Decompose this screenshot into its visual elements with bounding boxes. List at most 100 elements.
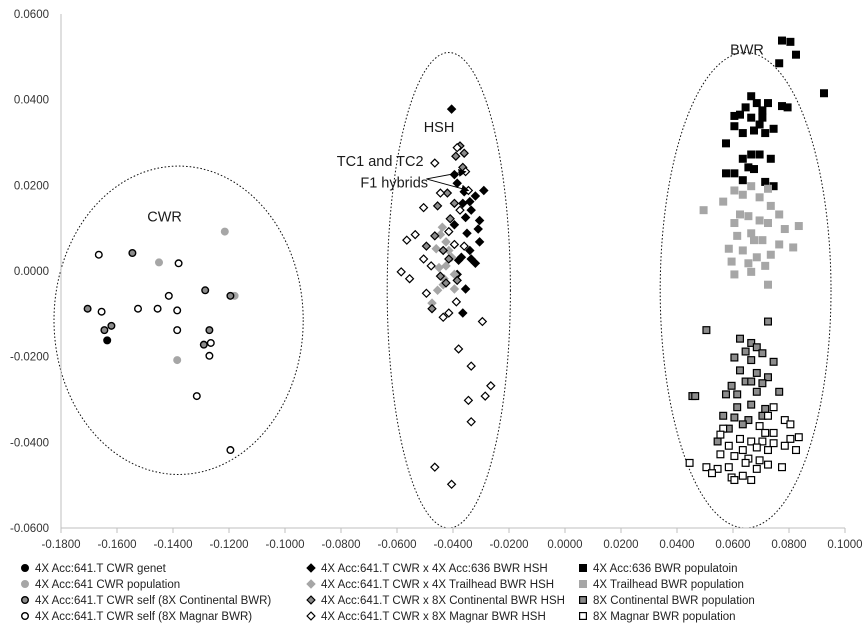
legend-marker xyxy=(578,595,587,604)
data-point xyxy=(226,291,235,300)
data-point xyxy=(97,307,106,316)
data-point xyxy=(747,182,756,191)
data-point xyxy=(769,403,778,412)
data-point xyxy=(747,356,756,365)
data-points xyxy=(83,36,828,490)
data-point xyxy=(755,216,764,225)
x-tick-label: -0.1800 xyxy=(41,539,80,551)
data-point xyxy=(758,236,767,245)
data-point xyxy=(474,215,485,226)
data-point xyxy=(791,446,800,455)
annotation-label: TC1 and TC2 xyxy=(337,154,424,170)
data-point xyxy=(775,59,784,68)
data-point xyxy=(154,258,163,267)
legend-marker xyxy=(578,563,587,572)
data-point xyxy=(775,387,784,396)
legend-item: 4X Acc:641.T CWR x 4X Acc:636 BWR HSH xyxy=(306,563,548,575)
y-tick-label: -0.0200 xyxy=(10,352,49,364)
legend-item: 4X Acc:641.T CWR x 8X Continental BWR HS… xyxy=(306,595,565,607)
data-point xyxy=(702,463,711,472)
data-point xyxy=(752,343,761,352)
data-point xyxy=(463,395,474,406)
data-point xyxy=(786,420,795,429)
annotation-label: F1 hybrids xyxy=(360,175,428,191)
annotations: CWR HSH BWR TC1 and TC2 F1 hybrids xyxy=(147,43,764,226)
legend-item: 8X Magnar BWR population xyxy=(578,611,736,623)
x-tick-label: 0.1000 xyxy=(827,539,862,551)
data-point xyxy=(438,312,448,323)
data-point xyxy=(780,225,789,234)
data-point xyxy=(437,222,448,233)
data-point xyxy=(766,201,775,210)
data-point xyxy=(763,317,772,326)
data-point xyxy=(738,420,747,429)
data-point xyxy=(769,428,778,437)
data-point xyxy=(458,198,468,209)
data-point xyxy=(758,113,767,122)
data-point xyxy=(446,479,457,490)
data-point xyxy=(164,291,173,300)
data-point xyxy=(747,338,756,347)
legend-marker xyxy=(306,611,316,621)
data-point xyxy=(733,390,742,399)
data-point xyxy=(462,228,472,239)
data-point xyxy=(133,304,142,313)
data-point xyxy=(755,422,764,431)
data-point xyxy=(174,259,183,268)
x-tick-label: -0.0200 xyxy=(489,539,528,551)
data-point xyxy=(716,450,725,459)
data-point xyxy=(100,326,109,335)
legend-marker xyxy=(21,612,30,621)
data-point xyxy=(430,231,440,241)
data-point xyxy=(761,428,770,437)
data-point xyxy=(699,206,708,215)
annotation-arrow xyxy=(426,178,470,193)
data-point xyxy=(730,169,739,178)
data-point xyxy=(747,437,756,446)
legend-label: 8X Continental BWR population xyxy=(593,595,755,607)
data-point xyxy=(763,460,772,469)
data-point xyxy=(761,177,770,186)
data-point xyxy=(730,111,739,120)
series-4x-acc-636-bwr-populatoin xyxy=(721,36,828,191)
legend-item: 4X Acc:636 BWR populatoin xyxy=(578,563,737,575)
data-point xyxy=(727,381,736,390)
data-point xyxy=(480,391,490,401)
data-point xyxy=(421,288,432,299)
data-point xyxy=(410,229,420,240)
data-point xyxy=(455,205,465,215)
data-point xyxy=(747,400,756,409)
data-point xyxy=(444,308,454,318)
data-point xyxy=(721,139,730,148)
data-point xyxy=(769,439,778,448)
y-tick-label: 0.0000 xyxy=(14,266,49,278)
data-point xyxy=(426,261,436,271)
data-point xyxy=(702,326,711,335)
y-tick-label: 0.0600 xyxy=(14,9,49,21)
legend-marker xyxy=(21,580,30,589)
legend-item: 4X Acc:641 CWR population xyxy=(21,579,180,591)
data-point xyxy=(780,441,789,450)
annotation-arrow xyxy=(426,168,467,180)
data-point xyxy=(453,255,464,266)
data-point xyxy=(205,351,214,360)
data-point xyxy=(749,236,758,245)
data-point xyxy=(741,458,750,467)
data-point xyxy=(761,404,770,413)
legend-marker xyxy=(306,563,316,573)
legend-item: 4X Acc:641.T CWR x 8X Magnar BWR HSH xyxy=(306,611,546,623)
legend-label: 4X Acc:641.T CWR x 4X Acc:636 BWR HSH xyxy=(321,563,548,575)
data-point xyxy=(752,387,761,396)
data-point xyxy=(173,326,182,335)
data-point xyxy=(763,446,772,455)
data-point xyxy=(763,184,772,193)
data-point xyxy=(473,224,483,234)
data-point xyxy=(752,443,761,452)
annotation-label: HSH xyxy=(424,120,455,136)
data-point xyxy=(449,269,460,280)
data-point xyxy=(730,270,739,279)
data-point xyxy=(460,212,471,223)
data-point xyxy=(775,210,784,219)
data-point xyxy=(83,304,92,313)
